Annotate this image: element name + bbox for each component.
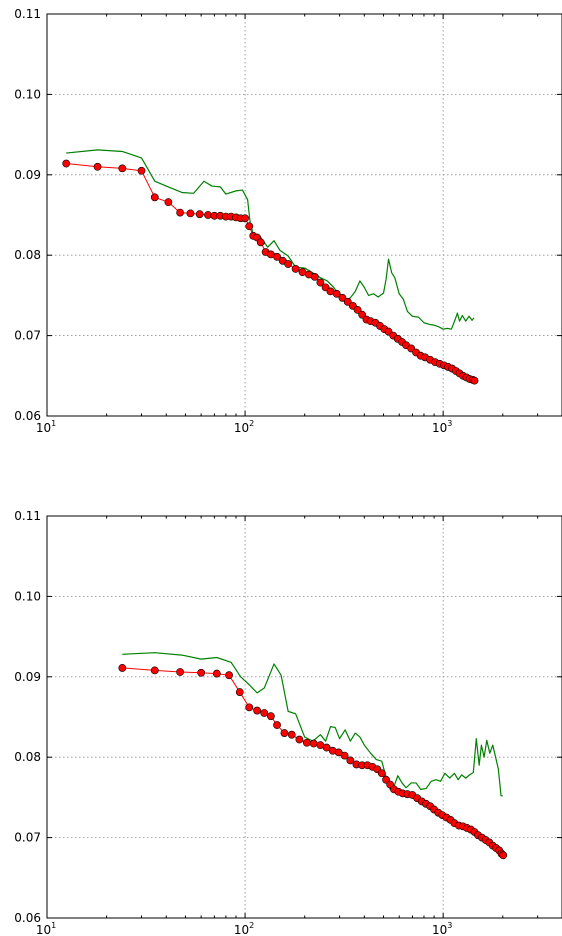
data-point-marker xyxy=(176,668,185,676)
data-point-marker xyxy=(235,688,244,696)
data-point-marker xyxy=(150,666,159,675)
y-tick-label: 0.08 xyxy=(14,248,41,262)
x-tick-label: 103 xyxy=(432,921,452,936)
data-point-marker xyxy=(309,739,318,748)
data-point-marker xyxy=(62,159,71,168)
data-point-marker xyxy=(150,193,159,202)
y-tick-label: 0.08 xyxy=(14,750,41,764)
axes-frame xyxy=(46,515,562,919)
data-point-marker xyxy=(195,210,204,219)
x-tick-label: 102 xyxy=(234,419,254,435)
data-point-marker xyxy=(253,706,261,715)
data-point-marker xyxy=(212,669,221,678)
data-point-marker xyxy=(302,738,311,747)
data-point-marker xyxy=(316,278,325,287)
series-line-green xyxy=(66,149,475,330)
data-point-marker xyxy=(245,222,254,231)
y-tick-label: 0.09 xyxy=(14,670,41,684)
x-tick-label: 101 xyxy=(36,921,56,936)
y-tick-label: 0.06 xyxy=(14,911,41,925)
data-point-marker xyxy=(197,668,206,677)
data-point-marker xyxy=(295,735,304,744)
data-point-marker xyxy=(118,664,127,672)
data-point-marker xyxy=(334,748,343,757)
data-point-marker xyxy=(256,238,265,247)
chart-panel-top: 0.06 0.07 0.08 0.09 0.10 0.11 101 102 103 xyxy=(14,7,562,435)
data-point-marker xyxy=(377,769,386,778)
data-point-marker xyxy=(241,214,249,223)
data-point-marker xyxy=(499,851,508,860)
y-tick-label: 0.06 xyxy=(14,409,41,423)
y-tick-label: 0.10 xyxy=(14,589,41,603)
data-point-marker xyxy=(470,376,479,385)
data-point-marker xyxy=(358,310,367,319)
x-tick-label: 101 xyxy=(36,419,56,435)
data-point-marker xyxy=(225,671,233,680)
data-point-marker xyxy=(338,293,347,302)
data-point-marker xyxy=(273,721,281,729)
data-point-marker xyxy=(176,208,185,217)
data-point-marker xyxy=(164,198,173,207)
data-point-marker xyxy=(343,297,352,306)
y-tick-label: 0.09 xyxy=(14,168,41,182)
data-point-marker xyxy=(245,703,254,712)
data-point-marker xyxy=(186,209,195,218)
data-point-marker xyxy=(284,260,293,268)
data-point-marker xyxy=(340,751,349,760)
data-point-marker xyxy=(260,709,269,717)
data-point-marker xyxy=(346,756,355,765)
x-tick-label: 102 xyxy=(234,921,254,936)
data-point-marker xyxy=(322,743,331,752)
data-point-marker xyxy=(204,211,212,219)
series-connector-line xyxy=(122,667,504,856)
data-point-marker xyxy=(291,264,300,273)
x-tick-label: 103 xyxy=(432,419,452,435)
y-tick-label: 0.10 xyxy=(14,87,41,101)
chart-panel-bottom: 0.06 0.07 0.08 0.09 0.10 0.11 101 102 103 xyxy=(14,509,562,936)
y-tick-label: 0.11 xyxy=(14,7,41,21)
y-tick-label: 0.07 xyxy=(14,831,41,845)
data-point-marker xyxy=(332,289,341,298)
data-point-marker xyxy=(353,305,362,314)
y-tick-label: 0.07 xyxy=(14,329,41,343)
data-point-marker xyxy=(266,712,275,721)
y-tick-label: 0.11 xyxy=(14,509,41,523)
axes-frame xyxy=(46,13,562,417)
data-point-marker xyxy=(310,273,319,281)
data-point-marker xyxy=(118,164,127,173)
data-point-marker xyxy=(137,166,146,175)
data-point-marker xyxy=(93,162,102,171)
data-point-marker xyxy=(280,729,289,737)
data-point-marker xyxy=(287,730,296,739)
data-point-marker xyxy=(273,252,281,261)
